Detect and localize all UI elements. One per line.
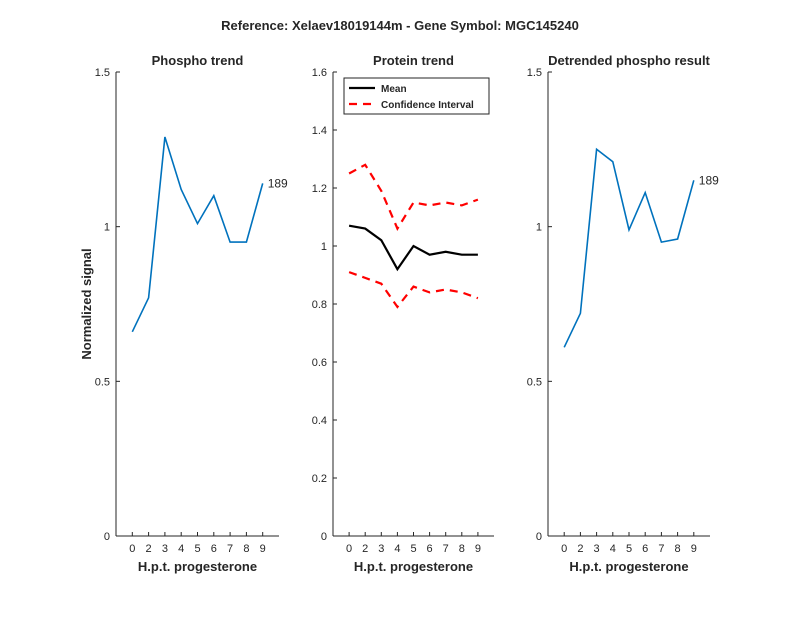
y-tick-label: 1 xyxy=(321,241,327,253)
x-tick-label: 4 xyxy=(178,543,184,555)
x-tick-label: 7 xyxy=(658,543,664,555)
y-tick-label: 0.5 xyxy=(95,376,110,388)
x-axis-label: H.p.t. progesterone xyxy=(138,559,257,574)
series-line xyxy=(131,136,264,333)
x-tick-label: 3 xyxy=(162,543,168,555)
panel-title: Protein trend xyxy=(373,53,454,68)
x-tick-label: 0 xyxy=(346,543,352,555)
x-tick-label: 2 xyxy=(577,543,583,555)
point-annotation: 189 xyxy=(699,173,719,187)
chart-panel-2: 00.20.40.60.811.21.41.60 2 3 4 5 6 7 8 9Protein … xyxy=(312,53,494,574)
x-tick-label: 9 xyxy=(260,543,266,555)
x-tick-label: 4 xyxy=(394,543,400,555)
y-tick-label: 0.2 xyxy=(312,473,327,485)
x-tick-label: 5 xyxy=(626,543,632,555)
x-tick-label: 8 xyxy=(675,543,681,555)
x-tick-label: 6 xyxy=(211,543,217,555)
y-tick-label: 1 xyxy=(104,222,110,234)
panel-title: Phospho trend xyxy=(152,53,244,68)
mean-line xyxy=(348,224,478,272)
y-tick-label: 0.5 xyxy=(527,376,542,388)
x-tick-label: 6 xyxy=(427,543,433,555)
x-axis-label: H.p.t. progesterone xyxy=(569,559,688,574)
legend: Mean Confidence Interval xyxy=(343,77,490,115)
y-tick-label: 1.5 xyxy=(95,67,110,79)
legend-box xyxy=(343,77,490,115)
figure-suptitle: Reference: Xelaev18019144m - Gene Symbol… xyxy=(221,18,579,33)
x-tick-label: 6 xyxy=(642,543,648,555)
y-tick-label: 1.2 xyxy=(312,183,327,195)
y-tick-label: 0.8 xyxy=(312,299,327,311)
y-tick-label: 1 xyxy=(536,222,542,234)
x-tick-label: 5 xyxy=(410,543,416,555)
y-tick-label: 0 xyxy=(104,531,110,543)
x-tick-label: 7 xyxy=(443,543,449,555)
y-tick-label: 0.4 xyxy=(312,415,327,427)
x-tick-label: 8 xyxy=(243,543,249,555)
x-tick-label: 8 xyxy=(459,543,465,555)
x-tick-label: 2 xyxy=(362,543,368,555)
x-tick-label: 9 xyxy=(691,543,697,555)
y-tick-label: 0 xyxy=(321,531,327,543)
x-tick-label: 5 xyxy=(194,543,200,555)
y-tick-label: 0.6 xyxy=(312,357,327,369)
y-tick-label: 0 xyxy=(536,531,542,543)
x-tick-label: 3 xyxy=(378,543,384,555)
y-tick-label: 1.5 xyxy=(527,67,542,79)
x-tick-label: 4 xyxy=(610,543,616,555)
legend-ci-label: Confidence Interval xyxy=(381,100,474,111)
point-annotation: 189 xyxy=(268,176,288,190)
x-tick-label: 7 xyxy=(227,543,233,555)
x-tick-label: 0 xyxy=(561,543,567,555)
x-tick-label: 3 xyxy=(594,543,600,555)
x-tick-label: 2 xyxy=(146,543,152,555)
y-tick-label: 1.4 xyxy=(312,125,327,137)
y-axis-label: Normalized signal xyxy=(79,248,94,359)
x-tick-label: 9 xyxy=(475,543,481,555)
x-tick-label: 0 xyxy=(129,543,135,555)
y-tick-label: 1.6 xyxy=(312,67,327,79)
ci-upper-line xyxy=(348,163,479,231)
x-axis-label: H.p.t. progesterone xyxy=(354,559,473,574)
series-line xyxy=(563,147,695,348)
ci-lower-line xyxy=(348,271,479,309)
panel-title: Detrended phospho result xyxy=(548,53,710,68)
legend-mean-label: Mean xyxy=(381,84,407,95)
